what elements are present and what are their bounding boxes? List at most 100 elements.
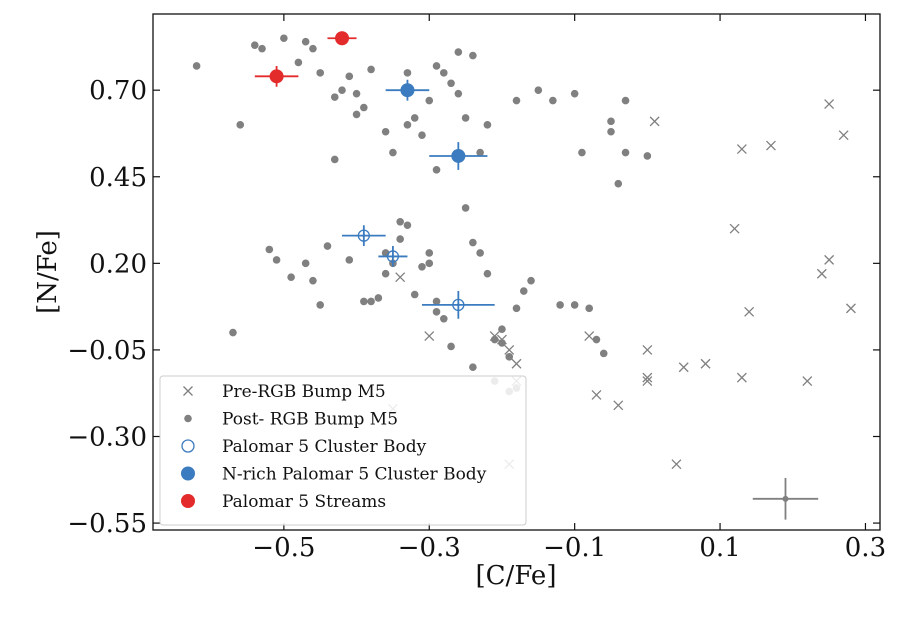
pre-rgb-point: [700, 358, 711, 369]
post-rgb-point: [425, 259, 434, 268]
post-rgb-point: [607, 117, 615, 126]
post-rgb-point: [250, 41, 259, 49]
post-rgb-point: [578, 148, 586, 157]
legend-entry-label: N-rich Palomar 5 Cluster Body: [222, 465, 487, 485]
pre-rgb-point: [845, 303, 856, 314]
post-rgb-point: [367, 65, 375, 74]
pre-rgb-point: [824, 99, 835, 109]
post-rgb-point: [396, 217, 404, 226]
pre-rgb-point: [671, 459, 682, 470]
post-rgb-point: [330, 155, 339, 164]
post-rgb-point: [418, 131, 426, 140]
post-rgb-point: [469, 363, 477, 372]
post-rgb-point: [447, 79, 455, 88]
y-tick-label: 0.70: [89, 76, 147, 106]
post-rgb-point: [338, 86, 346, 94]
post-rgb-point: [192, 62, 201, 70]
post-rgb-point: [476, 148, 484, 157]
post-rgb-point: [323, 242, 332, 250]
pre-rgb-point: [649, 116, 660, 127]
tick-layer: −0.5 −0.3 −0.1 0.1 0.3 −0.55 −0.30 −0.05 0.20 0.4…: [67, 14, 886, 563]
post-rgb-point: [512, 96, 521, 105]
data-layer: [192, 31, 856, 470]
plot-frame: [152, 13, 881, 531]
pre-rgb-point: [642, 372, 653, 383]
post-rgb-point: [476, 249, 484, 257]
post-rgb-point: [294, 58, 303, 67]
post-rgb-point: [556, 301, 564, 309]
post-rgb-point: [287, 273, 295, 281]
error-marker-layer: [752, 478, 819, 520]
cluster-body-point: [386, 250, 400, 263]
pre-rgb-point: [765, 140, 776, 151]
x-tick-label: 0.3: [845, 533, 886, 563]
post-rgb-point: [621, 96, 630, 105]
post-rgb-point: [461, 204, 470, 212]
pre-rgb-point: [802, 376, 813, 387]
cluster-body-point: [357, 229, 370, 242]
post-rgb-point: [432, 62, 441, 70]
pre-rgb-point: [838, 130, 849, 141]
legend-marker-dot: [184, 414, 192, 423]
post-rgb-point: [512, 304, 521, 313]
legend-entry-label: Pre-RGB Bump M5: [222, 382, 386, 402]
pre-rgb-point: [511, 358, 522, 369]
post-rgb-point: [396, 235, 404, 243]
series-3: [385, 79, 488, 170]
post-rgb-point: [418, 263, 426, 271]
post-rgb-point: [454, 48, 463, 56]
post-rgb-point: [534, 86, 543, 94]
filled-point: [335, 31, 350, 46]
post-rgb-point: [381, 269, 390, 278]
post-rgb-point: [265, 245, 274, 254]
post-rgb-point: [621, 148, 630, 157]
series-1: [192, 34, 652, 396]
pre-rgb-point: [736, 372, 747, 383]
post-rgb-point: [389, 148, 397, 157]
legend-entry-label: Post- RGB Bump M5: [222, 410, 398, 430]
x-tick-label: 0.1: [699, 533, 740, 563]
post-rgb-point: [316, 301, 325, 309]
post-rgb-point: [607, 127, 615, 136]
y-tick-label: 0.20: [89, 249, 147, 279]
pre-rgb-point: [395, 272, 406, 283]
pre-rgb-point: [744, 306, 755, 317]
post-rgb-point: [498, 325, 506, 333]
pre-rgb-point: [642, 344, 653, 355]
legend-marker-filled: [181, 466, 195, 481]
pre-rgb-point: [504, 344, 515, 355]
series-4: [254, 31, 357, 87]
post-rgb-point: [440, 69, 448, 77]
pre-rgb-point: [736, 144, 747, 155]
post-rgb-point: [330, 93, 339, 101]
post-rgb-point: [410, 114, 419, 122]
x-tick-label: −0.3: [398, 533, 461, 563]
cluster-body-point-center: [456, 303, 460, 307]
legend-entry-label: Palomar 5 Streams: [222, 492, 386, 512]
legend-marker-filled: [181, 494, 195, 508]
post-rgb-point: [432, 166, 441, 174]
pre-rgb-point: [824, 254, 835, 265]
post-rgb-point: [461, 114, 470, 122]
post-rgb-point: [454, 89, 463, 98]
filled-point: [451, 148, 466, 163]
pre-rgb-point: [678, 362, 689, 373]
y-tick-label: −0.55: [67, 509, 147, 539]
post-rgb-point: [469, 238, 477, 247]
post-rgb-point: [345, 256, 354, 264]
post-rgb-point: [519, 287, 528, 295]
post-rgb-point: [272, 256, 281, 264]
post-rgb-point: [352, 110, 361, 119]
typical-error-center: [782, 495, 789, 502]
post-rgb-point: [483, 121, 492, 129]
post-rgb-point: [316, 69, 325, 77]
x-tick-label: −0.1: [543, 533, 606, 563]
post-rgb-point: [258, 44, 266, 53]
pre-rgb-point: [816, 268, 827, 279]
post-rgb-point: [490, 335, 499, 344]
post-rgb-point: [432, 297, 441, 306]
post-rgb-point: [570, 89, 579, 98]
legend-entry-label: Palomar 5 Cluster Body: [222, 437, 427, 457]
post-rgb-point: [236, 121, 245, 129]
